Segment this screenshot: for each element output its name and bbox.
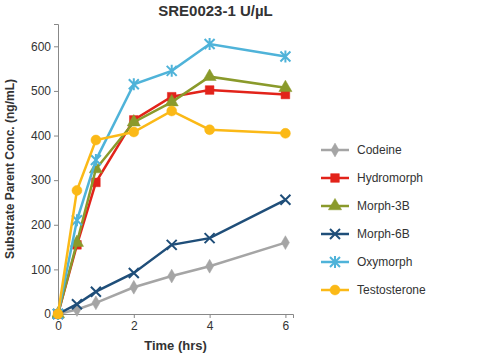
y-tick: 100 [31,263,58,277]
marker [92,296,100,310]
marker [280,128,290,138]
y-tick-mark [54,180,58,181]
marker [54,310,63,319]
x-tick-mark [285,314,286,318]
marker [53,309,63,319]
y-axis-line [54,25,59,315]
y-tick: 500 [31,84,58,98]
legend-item: Oxymorph [321,255,412,269]
y-tick-label: 200 [31,218,51,232]
y-tick: 300 [31,173,58,187]
legend-label: Oxymorph [357,255,412,269]
plot-area: 0 2 4 6 0 100 200 300 400 500 600 [31,25,294,333]
marker [167,240,177,250]
marker [280,51,290,63]
marker [167,65,177,77]
legend-label: Codeine [357,143,402,157]
legend-label: Morph-3B [357,199,410,213]
chart: SRE0023-1 U/µL 0 2 4 6 0 100 200 300 400 500 600 Tim… [0,0,483,360]
marker [72,185,82,195]
legend: Codeine Hydromorph Morph-3B Morph-6B Oxymorp… [321,143,426,297]
marker [53,309,63,319]
legend-label: Testosterone [357,283,426,297]
x-axis-line [59,315,294,319]
marker [280,195,290,205]
y-tick-mark [54,269,58,270]
x-tick: 2 [131,314,138,333]
marker [165,94,178,105]
legend-item: Hydromorph [321,171,423,185]
series-line [58,111,285,314]
y-tick-mark [54,225,58,226]
legend-marker [331,174,340,183]
legend-marker [331,143,339,157]
y-tick: 200 [31,218,58,232]
marker [206,259,214,273]
series-line [58,77,285,314]
y-tick-label: 500 [31,84,51,98]
legend-marker [328,198,341,209]
legend-marker [330,256,340,268]
title: SRE0023-1 U/µL [158,2,273,19]
x-tick-mark [134,314,135,318]
legend-item: Codeine [321,143,402,157]
marker [205,38,215,50]
y-tick-label: 300 [31,173,51,187]
y-tick: 400 [31,129,58,143]
series-line [58,200,285,314]
marker [129,268,139,278]
marker [91,135,101,145]
y-tick-label: 600 [31,40,51,54]
marker [279,80,292,91]
marker [205,233,215,243]
x-tick: 6 [283,314,290,333]
x-tick-label: 2 [131,319,138,333]
marker [91,287,101,297]
marker [205,86,214,95]
x-tick-label: 6 [283,319,290,333]
legend-label: Hydromorph [357,171,423,185]
series-line [58,44,285,314]
marker [203,69,216,80]
marker [205,125,215,135]
x-tick-label: 4 [207,319,214,333]
y-tick-mark [54,46,58,47]
data-layer [52,38,292,320]
x-axis-title: Time (hrs) [144,338,207,353]
marker [167,106,177,116]
y-tick-label: 400 [31,129,51,143]
legend-label: Morph-6B [357,227,410,241]
marker [54,307,62,320]
y-tick-label: 0 [44,307,51,321]
y-axis: 0 100 200 300 400 500 600 [31,25,59,322]
marker [130,280,138,294]
y-tick-mark [54,136,58,137]
marker [129,127,139,137]
marker [129,78,139,90]
marker [91,154,101,166]
marker [127,115,140,126]
marker [53,308,63,320]
series-line [58,243,285,314]
legend-marker [330,229,340,239]
x-tick-label: 0 [55,319,62,333]
marker [168,269,176,283]
legend-item: Morph-6B [321,227,410,241]
x-tick: 4 [207,314,214,333]
series-line [58,90,285,314]
y-tick-mark [54,91,58,92]
y-tick-label: 100 [31,263,51,277]
y-tick: 600 [31,40,58,54]
legend-item: Morph-3B [321,198,410,213]
marker [281,236,289,250]
x-axis: 0 2 4 6 [55,314,293,333]
legend-marker [330,285,340,295]
x-tick-mark [210,314,211,318]
legend-item: Testosterone [321,283,426,297]
marker [72,299,82,309]
y-axis-title: Substrate Parent Conc. (ng/mL) [3,79,17,259]
